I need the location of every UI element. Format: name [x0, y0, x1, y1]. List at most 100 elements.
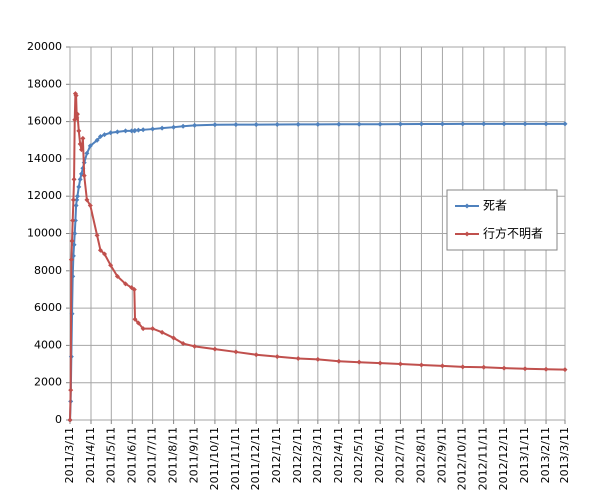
- point-marker: [140, 326, 146, 332]
- point-marker: [74, 111, 80, 117]
- point-marker: [212, 346, 218, 352]
- x-tick-label: 2012/4/11: [332, 427, 345, 483]
- point-marker: [94, 232, 100, 238]
- point-marker: [233, 122, 239, 128]
- point-marker: [70, 197, 76, 203]
- point-marker: [77, 176, 83, 182]
- point-marker: [68, 387, 74, 393]
- point-marker: [140, 127, 146, 133]
- y-tick-label: 16000: [27, 115, 62, 128]
- point-marker: [397, 361, 403, 367]
- point-marker: [81, 173, 87, 179]
- y-tick-label: 18000: [27, 77, 62, 90]
- point-marker: [135, 320, 141, 326]
- point-marker: [543, 366, 549, 372]
- x-tick-label: 2012/12/11: [497, 427, 510, 490]
- point-marker: [77, 141, 83, 147]
- point-marker: [87, 203, 93, 209]
- point-marker: [274, 354, 280, 360]
- point-marker: [114, 273, 120, 279]
- x-tick-label: 2012/8/11: [414, 427, 427, 483]
- y-tick-label: 4000: [34, 338, 62, 351]
- point-marker: [73, 203, 79, 209]
- x-tick-label: 2011/7/11: [146, 427, 159, 483]
- point-marker: [439, 363, 445, 369]
- point-marker: [72, 217, 78, 223]
- point-marker: [562, 367, 568, 373]
- point-marker: [74, 193, 80, 199]
- point-marker: [315, 121, 321, 127]
- y-tick-label: 2000: [34, 376, 62, 389]
- point-marker: [132, 316, 138, 322]
- point-marker: [501, 121, 507, 127]
- x-tick-label: 2013/2/11: [539, 427, 552, 483]
- point-marker: [543, 121, 549, 127]
- point-marker: [76, 128, 82, 134]
- legend-marker: [464, 231, 470, 237]
- point-marker: [481, 121, 487, 127]
- point-marker: [501, 365, 507, 371]
- point-marker: [481, 364, 487, 370]
- point-marker: [67, 417, 73, 423]
- point-marker: [159, 125, 165, 131]
- x-tick-label: 2012/5/11: [352, 427, 365, 483]
- point-marker: [123, 128, 129, 134]
- y-tick-label: 12000: [27, 189, 62, 202]
- point-marker: [418, 121, 424, 127]
- point-marker: [70, 217, 76, 223]
- point-marker: [233, 349, 239, 355]
- point-marker: [135, 127, 141, 133]
- point-marker: [295, 355, 301, 361]
- point-marker: [418, 362, 424, 368]
- point-marker: [102, 132, 108, 138]
- point-marker: [192, 343, 198, 349]
- x-tick-label: 2011/8/11: [167, 427, 180, 483]
- point-marker: [102, 251, 108, 257]
- x-tick-label: 2011/5/11: [104, 427, 117, 483]
- point-marker: [74, 197, 80, 203]
- point-marker: [171, 124, 177, 130]
- point-marker: [356, 359, 362, 365]
- point-marker: [131, 286, 137, 292]
- point-marker: [69, 238, 75, 244]
- x-tick-label: 2011/11/11: [229, 427, 242, 490]
- point-marker: [150, 326, 156, 332]
- point-marker: [315, 356, 321, 362]
- point-marker: [87, 143, 93, 149]
- point-marker: [79, 147, 85, 153]
- point-marker: [192, 122, 198, 128]
- point-marker: [132, 128, 138, 134]
- point-marker: [129, 128, 135, 134]
- point-marker: [68, 257, 74, 263]
- x-tick-label: 2011/3/11: [63, 427, 76, 483]
- point-marker: [253, 352, 259, 358]
- point-marker: [84, 197, 90, 203]
- x-tick-label: 2011/10/11: [208, 427, 221, 490]
- point-marker: [80, 135, 86, 141]
- legend-box: [446, 189, 558, 251]
- point-marker: [97, 247, 103, 253]
- point-marker: [73, 92, 79, 98]
- x-tick-label: 2012/1/11: [270, 427, 283, 483]
- point-marker: [84, 150, 90, 156]
- point-marker: [397, 121, 403, 127]
- point-marker: [171, 335, 177, 341]
- x-tick-label: 2011/9/11: [188, 427, 201, 483]
- point-marker: [108, 130, 114, 136]
- point-marker: [562, 121, 568, 127]
- x-tick-label: 2012/7/11: [393, 427, 406, 483]
- point-marker: [460, 364, 466, 370]
- legend-label: 行方不明者: [483, 226, 543, 241]
- point-marker: [71, 176, 77, 182]
- y-tick-label: 0: [55, 413, 62, 426]
- point-marker: [114, 129, 120, 135]
- legend-marker: [464, 203, 470, 209]
- x-tick-label: 2012/2/11: [291, 427, 304, 483]
- point-marker: [150, 126, 156, 132]
- point-marker: [522, 121, 528, 127]
- point-marker: [377, 360, 383, 366]
- legend-label: 死者: [483, 199, 507, 213]
- x-tick-label: 2012/3/11: [311, 427, 324, 483]
- point-marker: [108, 262, 114, 268]
